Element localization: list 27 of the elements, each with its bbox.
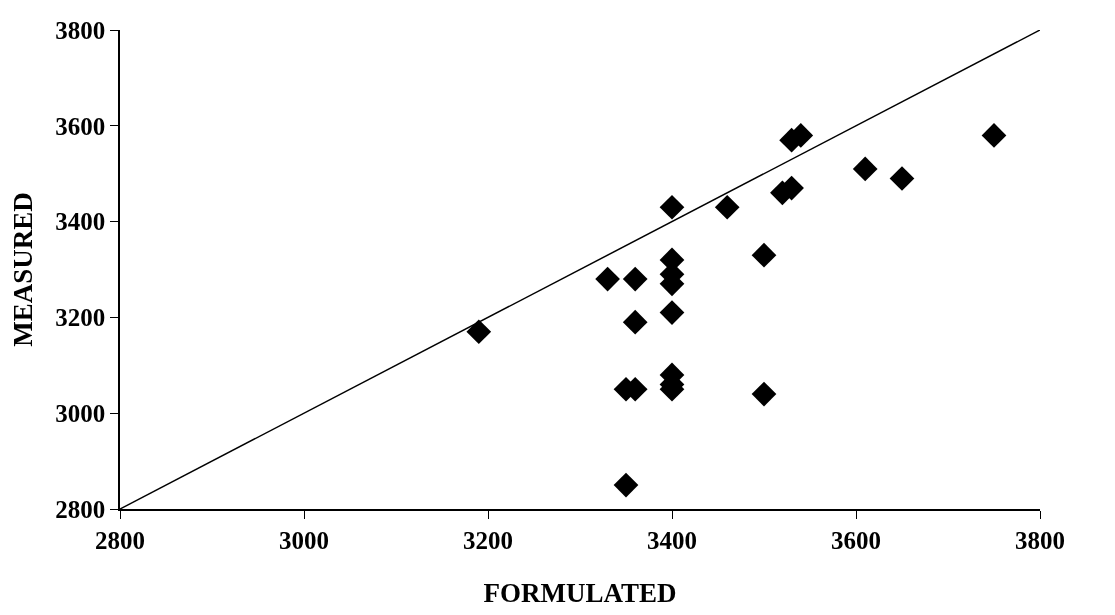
point (622, 266, 648, 292)
x-tick-label: 3400 (647, 526, 697, 554)
point (659, 194, 685, 220)
y-tick-label: 2800 (55, 495, 106, 523)
point (751, 381, 777, 407)
x-tick-label: 3600 (831, 526, 881, 554)
y-tick-label: 3600 (55, 112, 106, 140)
point (622, 309, 648, 335)
point (659, 300, 685, 325)
point (852, 156, 878, 182)
x-tick-label: 2800 (95, 526, 145, 554)
x-tick-label: 3200 (463, 526, 513, 554)
x-tick-label: 3000 (279, 526, 329, 554)
point (466, 319, 492, 345)
y-tick-label: 3400 (55, 208, 106, 236)
point (714, 194, 740, 220)
point (889, 166, 915, 191)
point (981, 123, 1007, 148)
x-tick-label: 3800 (1015, 526, 1065, 554)
x-axis-title: FORMULATED (483, 577, 677, 608)
point (613, 472, 639, 498)
y-tick-label: 3800 (55, 16, 106, 44)
point (751, 242, 777, 268)
y-tick-label: 3000 (55, 399, 106, 427)
point (595, 266, 620, 292)
y-axis-title: MEASURED (7, 192, 38, 347)
y-tick-label: 3200 (55, 304, 106, 332)
